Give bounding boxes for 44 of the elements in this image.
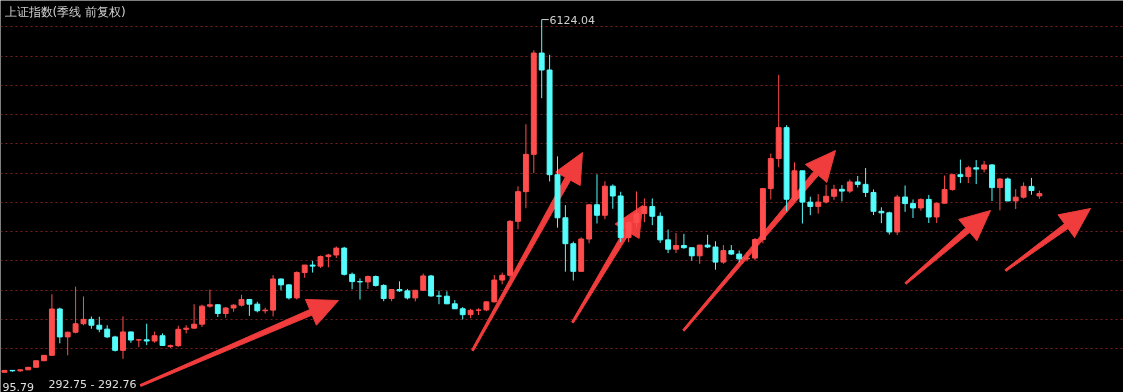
candlestick xyxy=(657,211,664,244)
candlestick xyxy=(831,184,837,201)
candlestick xyxy=(491,274,498,303)
candlestick xyxy=(815,193,822,215)
candlestick xyxy=(902,185,909,213)
candlestick xyxy=(1012,188,1019,210)
candlestick xyxy=(357,277,363,301)
candlestick xyxy=(989,163,995,202)
candlestick xyxy=(696,244,703,265)
candlestick xyxy=(957,159,964,184)
candlestick xyxy=(349,272,356,290)
candlestick xyxy=(143,323,150,346)
annotation: 292.75 - 292.76 xyxy=(48,377,137,391)
candlestick xyxy=(838,184,845,202)
candlestick xyxy=(673,232,679,254)
chart-title: 上证指数(季线 前复权) xyxy=(4,4,126,19)
annotation: 6124.04 xyxy=(549,13,596,27)
candlestick xyxy=(80,295,87,326)
candlestick xyxy=(609,183,616,210)
candlestick xyxy=(807,196,814,216)
candlestick xyxy=(910,198,916,219)
candlestick xyxy=(712,240,719,271)
candlestick xyxy=(120,315,126,360)
candlestick xyxy=(823,184,830,205)
candlestick xyxy=(665,229,672,254)
candlestick xyxy=(436,290,442,305)
candlestick xyxy=(594,173,600,224)
candlestick xyxy=(191,303,198,330)
candlestick xyxy=(752,237,758,261)
candlestick xyxy=(996,177,1003,211)
candlestick xyxy=(680,233,687,250)
candlestick xyxy=(981,160,988,173)
candlestick xyxy=(72,286,79,334)
candlestick xyxy=(973,159,980,185)
candlestick xyxy=(925,194,932,224)
candlestick xyxy=(720,244,727,265)
candlestick xyxy=(538,19,545,99)
candlestick xyxy=(175,325,182,348)
candlestick xyxy=(1004,176,1011,202)
candlestick xyxy=(206,289,213,309)
candlestick xyxy=(649,197,656,226)
candlestick xyxy=(364,274,371,290)
candlestick xyxy=(744,251,751,262)
annotation: 95.79 xyxy=(2,380,34,392)
